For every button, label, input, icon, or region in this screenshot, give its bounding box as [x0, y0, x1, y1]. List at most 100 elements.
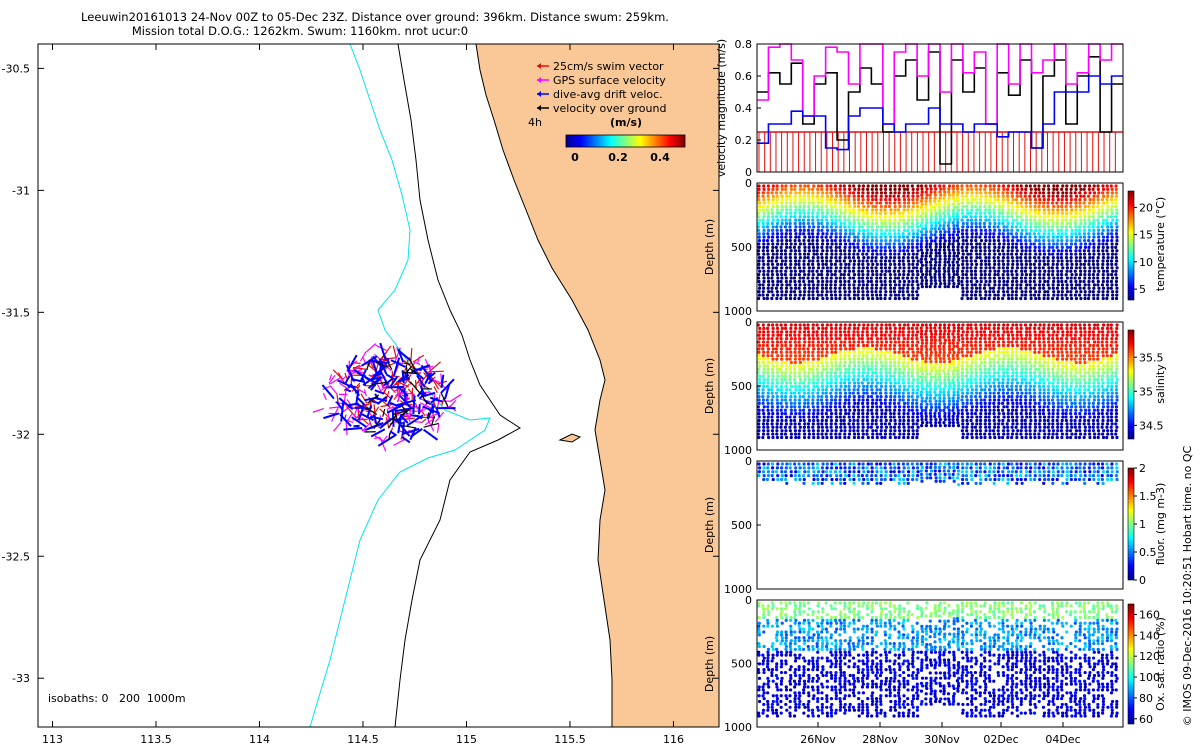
profile-point	[924, 214, 928, 219]
profile-point	[965, 371, 969, 375]
profile-point	[1015, 204, 1020, 209]
profile-point	[757, 401, 761, 406]
profile-point	[861, 418, 865, 423]
profile-point	[761, 293, 765, 297]
profile-point	[946, 369, 951, 373]
profile-point	[866, 394, 870, 399]
profile-point	[925, 242, 929, 246]
profile-point	[897, 259, 902, 263]
profile-point	[924, 375, 928, 379]
profile-point	[920, 202, 924, 206]
profile-point	[947, 347, 952, 351]
profile-point	[771, 252, 775, 256]
profile-point	[997, 201, 1001, 205]
profile-point	[884, 350, 888, 354]
profile-point	[880, 323, 884, 327]
profile-point	[915, 354, 919, 358]
profile-point	[920, 344, 924, 348]
profile-point	[933, 387, 938, 391]
profile-point	[1047, 194, 1051, 198]
profile-point	[1041, 187, 1046, 192]
profile-point	[925, 187, 929, 191]
profile-point	[861, 394, 865, 399]
profile-point	[824, 388, 828, 392]
profile-point	[920, 208, 925, 212]
profile-point	[889, 429, 893, 433]
profile-point	[866, 408, 870, 412]
profile-point	[824, 235, 828, 239]
profile-point	[965, 228, 969, 232]
profile-point	[970, 262, 974, 267]
profile-point	[884, 412, 888, 416]
profile-point	[816, 391, 820, 395]
profile-point	[974, 350, 978, 354]
profile-point	[1114, 245, 1118, 249]
profile-point	[1106, 228, 1110, 232]
profile-point	[834, 394, 838, 399]
profile-point	[902, 225, 906, 229]
profile-point	[1101, 249, 1105, 253]
profile-point	[807, 418, 812, 423]
profile-point	[824, 215, 828, 219]
profile-point	[798, 221, 802, 226]
profile-point	[852, 333, 856, 337]
profile-point	[866, 364, 870, 368]
profile-point	[888, 187, 892, 192]
profile-point	[961, 262, 965, 267]
profile-point	[1074, 249, 1078, 253]
profile-point	[875, 323, 879, 327]
profile-point	[902, 374, 906, 378]
profile-point	[933, 196, 937, 200]
profile-point	[758, 269, 762, 273]
profile-point	[762, 296, 766, 301]
profile-point	[911, 391, 915, 395]
profile-point	[879, 384, 884, 388]
profile-point	[983, 360, 987, 365]
profile-point	[902, 279, 906, 284]
profile-point	[780, 357, 784, 361]
profile-point	[938, 278, 942, 283]
profile-point	[1001, 276, 1005, 280]
profile-point	[757, 279, 761, 284]
profile-point	[939, 193, 943, 197]
profile-point	[1002, 235, 1006, 239]
profile-point	[857, 323, 861, 327]
profile-point	[1069, 187, 1073, 192]
profile-point	[969, 249, 974, 253]
profile-point	[793, 194, 797, 198]
profile-point	[1024, 249, 1028, 253]
profile-point	[1029, 228, 1033, 232]
profile-point	[775, 340, 780, 344]
profile-point	[794, 232, 798, 236]
profile-point	[784, 343, 788, 348]
profile-point	[893, 252, 897, 256]
profile-point	[833, 262, 837, 267]
profile-point	[880, 364, 884, 368]
profile-point	[770, 191, 774, 195]
profile-point	[933, 227, 937, 231]
profile-point	[856, 255, 861, 260]
profile-point	[824, 418, 828, 423]
profile-point	[829, 255, 833, 260]
profile-point	[879, 391, 883, 395]
profile-point	[969, 242, 973, 246]
profile-point	[811, 401, 815, 406]
profile-point	[780, 377, 784, 382]
profile-point	[1028, 266, 1032, 270]
profile-point	[856, 235, 860, 239]
profile-point	[919, 242, 923, 246]
profile-point	[762, 286, 766, 290]
profile-point	[843, 235, 847, 239]
profile-point	[1020, 211, 1024, 215]
profile-point	[852, 296, 856, 301]
profile-point	[1074, 198, 1078, 202]
profile-point	[920, 278, 924, 283]
profile-point	[757, 422, 761, 426]
profile-point	[848, 360, 852, 365]
profile-point	[1064, 204, 1068, 209]
profile-point	[1001, 208, 1005, 212]
profile-point	[1005, 266, 1010, 270]
profile-point	[924, 233, 928, 237]
profile-point	[834, 432, 838, 436]
profile-point	[938, 196, 942, 200]
